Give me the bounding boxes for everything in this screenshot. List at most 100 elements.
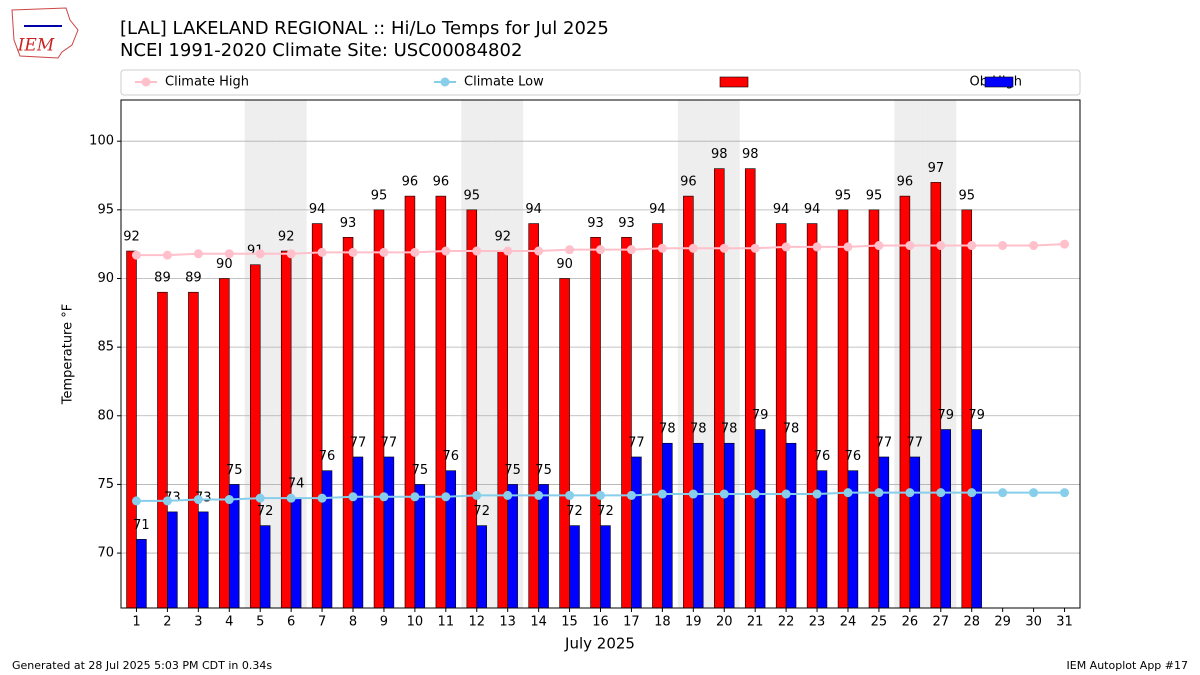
bar [250,264,261,609]
chart-title: [LAL] LAKELAND REGIONAL :: Hi/Lo Temps f… [120,18,609,39]
x-tick-label: 28 [963,615,980,630]
bar [590,236,601,609]
line-marker [812,489,822,499]
y-axis-label: Temperature °F [61,304,76,405]
line-marker [193,249,203,259]
line-marker [719,243,729,253]
line-marker [596,490,605,500]
legend-box [120,69,1081,96]
data-label: 98 [711,147,728,162]
bar [476,525,487,609]
data-label: 95 [464,188,481,203]
logo: IEM [11,7,79,59]
bar [352,456,364,609]
line-marker [162,496,172,506]
bar [219,278,230,609]
bar [404,195,416,609]
line-marker [348,247,358,257]
logo-text: IEM [17,36,55,56]
data-label: 78 [659,422,676,437]
y-tick-label: 100 [89,134,114,149]
line-marker [224,249,234,259]
bar [290,497,302,609]
data-label: 76 [814,449,831,464]
data-label: 76 [845,449,862,464]
line-marker [286,249,296,259]
x-tick-label: 31 [1056,615,1073,630]
x-tick-label: 24 [840,615,857,630]
bar [311,223,323,609]
bar [600,525,611,609]
legend-marker [440,77,450,87]
x-axis-label: July 2025 [564,635,635,653]
line-marker [596,245,605,255]
footer-left: Generated at 28 Jul 2025 5:03 PM CDT in … [12,659,272,672]
plot-frame [120,99,1081,609]
data-label: 96 [897,175,914,190]
data-label: 71 [133,518,150,533]
bar [167,511,178,609]
footer-right: IEM Autoplot App #17 [1067,659,1189,672]
data-label: 89 [185,271,202,286]
bar [662,442,673,609]
data-label: 92 [123,230,140,245]
line-marker [781,489,791,499]
line-marker [1060,488,1070,498]
y-tick-label: 80 [97,408,114,423]
line-marker [348,492,358,502]
data-label: 92 [278,230,295,245]
data-label: 95 [866,188,883,203]
data-label: 72 [257,504,274,519]
bar [321,470,333,609]
line-marker [224,495,234,505]
y-tick-label: 95 [97,202,114,217]
x-tick-label: 6 [287,615,295,630]
x-tick-label: 11 [438,615,455,630]
bar [971,429,982,609]
data-label: 76 [442,449,459,464]
x-tick-label: 2 [163,615,171,630]
x-tick-label: 22 [778,615,795,630]
line-marker [1029,488,1039,498]
data-label: 75 [226,463,243,478]
line-marker [379,247,389,257]
y-tick-label: 70 [97,546,114,561]
data-label: 79 [752,408,769,423]
x-tick-label: 30 [1025,615,1042,630]
logo-outline [11,7,79,59]
line-marker [565,245,575,255]
x-tick-label: 27 [933,615,950,630]
bar [198,511,209,609]
x-tick-label: 4 [225,615,233,630]
data-label: 98 [742,147,759,162]
line-marker [534,246,544,256]
bar [559,278,570,609]
data-label: 94 [525,202,542,217]
bar [837,209,849,609]
line-marker [255,493,265,503]
line-marker [626,490,636,500]
bar [754,429,766,609]
line-marker [131,250,141,260]
line-marker [967,241,977,251]
line-marker [874,241,884,251]
bar [342,236,354,609]
line-marker [750,243,760,253]
line-marker [905,241,915,251]
data-label: 90 [556,257,573,272]
legend-marker [141,77,151,87]
line-marker [1029,241,1039,251]
data-label: 72 [566,504,583,519]
x-tick-label: 1 [132,615,140,630]
line-marker [688,489,698,499]
data-label: 77 [628,435,645,450]
x-tick-label: 29 [994,615,1011,630]
data-label: 78 [721,422,738,437]
line-marker [688,243,698,253]
x-tick-label: 25 [871,615,888,630]
data-label: 95 [959,188,976,203]
data-label: 75 [504,463,521,478]
line-marker [936,488,946,498]
legend-label: Climate Low [464,75,544,90]
data-label: 78 [783,422,800,437]
